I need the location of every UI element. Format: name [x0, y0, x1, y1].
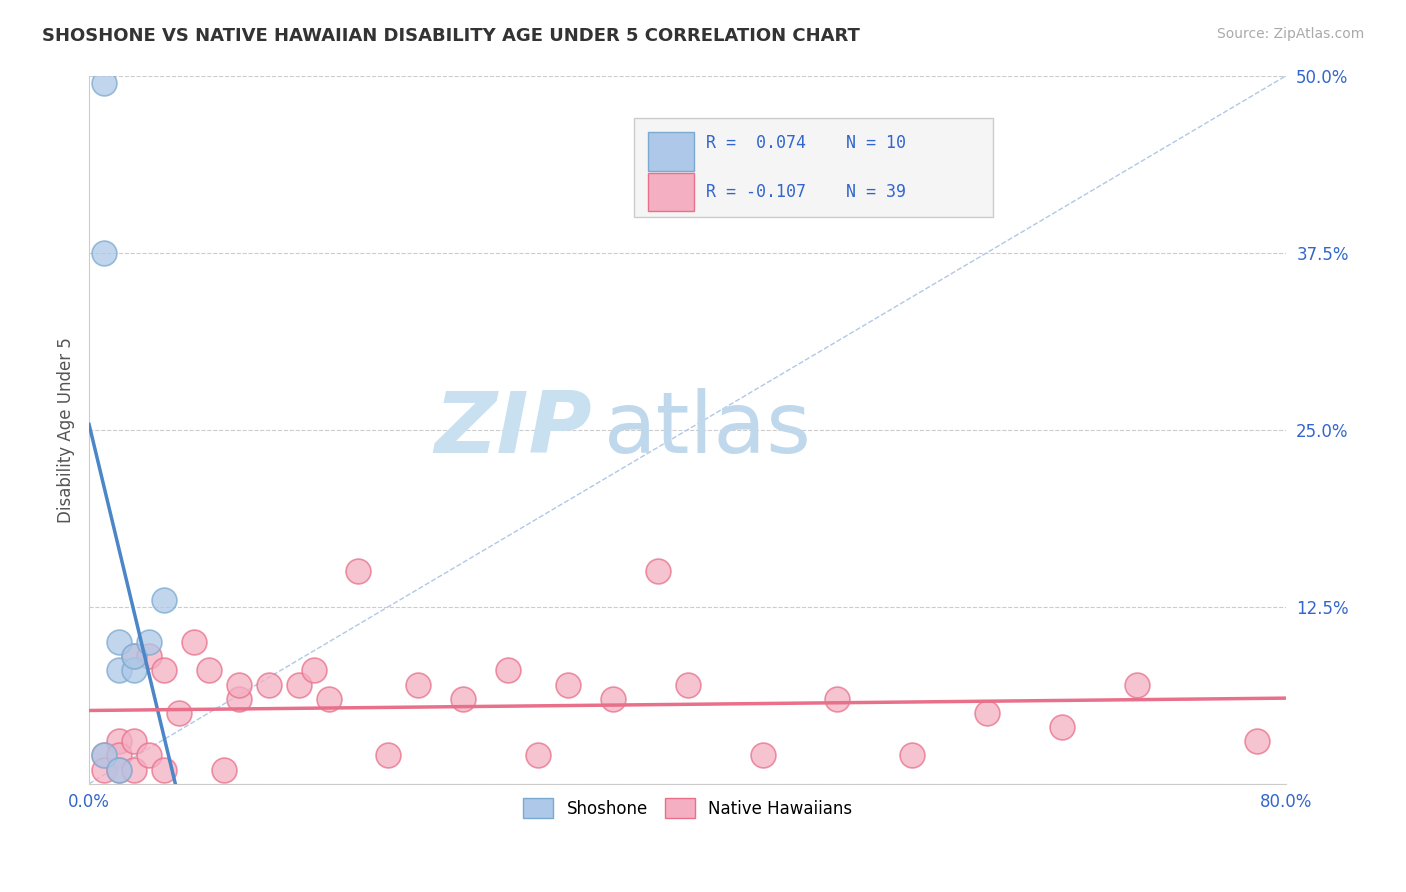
Text: atlas: atlas	[605, 388, 811, 471]
Point	[138, 748, 160, 763]
Point	[122, 649, 145, 664]
Point	[212, 763, 235, 777]
Point	[122, 734, 145, 748]
Text: Source: ZipAtlas.com: Source: ZipAtlas.com	[1216, 27, 1364, 41]
Point	[108, 763, 131, 777]
Point	[198, 664, 221, 678]
FancyBboxPatch shape	[648, 172, 693, 211]
Point	[1246, 734, 1268, 748]
Point	[602, 691, 624, 706]
Point	[302, 664, 325, 678]
Point	[1050, 720, 1073, 734]
Text: R =  0.074    N = 10: R = 0.074 N = 10	[706, 134, 905, 152]
Point	[93, 245, 115, 260]
Text: R = -0.107    N = 39: R = -0.107 N = 39	[706, 184, 905, 202]
Text: ZIP: ZIP	[434, 388, 592, 471]
Text: SHOSHONE VS NATIVE HAWAIIAN DISABILITY AGE UNDER 5 CORRELATION CHART: SHOSHONE VS NATIVE HAWAIIAN DISABILITY A…	[42, 27, 860, 45]
Point	[153, 763, 176, 777]
Point	[377, 748, 399, 763]
Point	[138, 649, 160, 664]
Point	[93, 748, 115, 763]
Point	[122, 664, 145, 678]
Point	[93, 763, 115, 777]
Point	[183, 635, 205, 649]
Point	[408, 677, 430, 691]
Point	[228, 677, 250, 691]
Point	[108, 748, 131, 763]
Point	[901, 748, 924, 763]
Point	[451, 691, 474, 706]
Point	[751, 748, 773, 763]
Point	[827, 691, 849, 706]
Point	[122, 763, 145, 777]
Point	[647, 564, 669, 578]
Legend: Shoshone, Native Hawaiians: Shoshone, Native Hawaiians	[517, 791, 859, 825]
Point	[257, 677, 280, 691]
Point	[108, 664, 131, 678]
Point	[527, 748, 550, 763]
Y-axis label: Disability Age Under 5: Disability Age Under 5	[58, 336, 75, 523]
Point	[153, 664, 176, 678]
Point	[557, 677, 579, 691]
Point	[167, 706, 190, 720]
Point	[287, 677, 309, 691]
Point	[138, 635, 160, 649]
Point	[347, 564, 370, 578]
FancyBboxPatch shape	[648, 132, 693, 171]
Point	[318, 691, 340, 706]
Point	[122, 649, 145, 664]
Point	[108, 635, 131, 649]
Point	[496, 664, 519, 678]
Point	[676, 677, 699, 691]
Point	[93, 748, 115, 763]
Point	[108, 734, 131, 748]
Point	[1126, 677, 1149, 691]
Point	[228, 691, 250, 706]
Point	[93, 76, 115, 90]
Point	[153, 592, 176, 607]
Point	[108, 763, 131, 777]
FancyBboxPatch shape	[634, 118, 993, 217]
Point	[976, 706, 998, 720]
